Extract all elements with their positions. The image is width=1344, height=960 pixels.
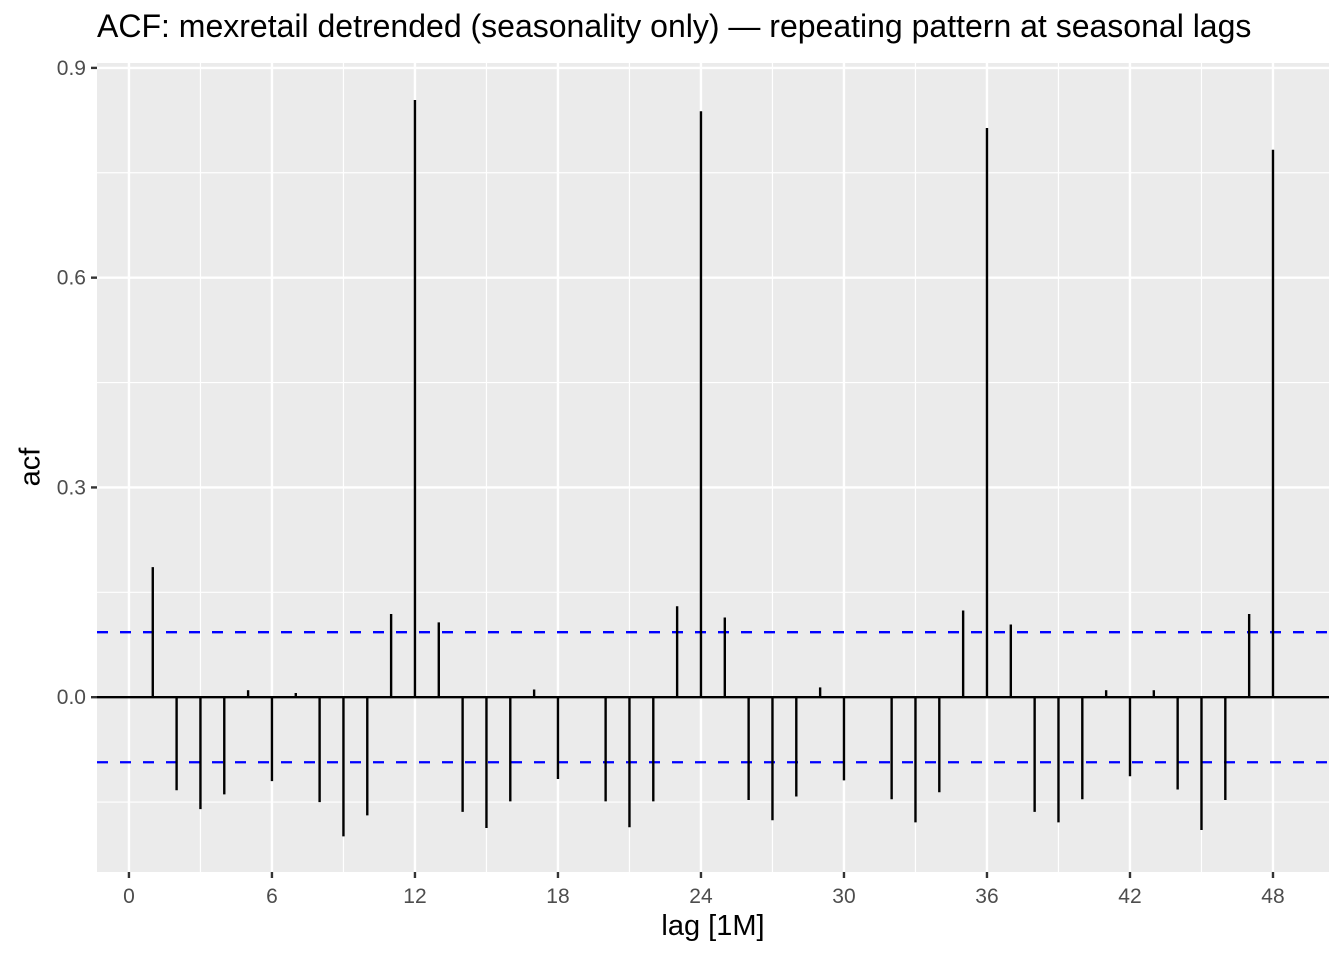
x-tick-label: 18 xyxy=(546,885,569,908)
x-tick-label: 42 xyxy=(1118,885,1141,908)
y-axis: 0.0 0.3 0.6 0.9 xyxy=(57,57,97,709)
x-tick-label: 0 xyxy=(123,885,135,908)
y-tick-label: 0.6 xyxy=(57,267,86,290)
x-axis: 0 6 12 18 24 30 36 42 48 xyxy=(123,872,1285,908)
y-tick-label: 0.0 xyxy=(57,686,86,709)
x-axis-label: lag [1M] xyxy=(661,910,765,942)
y-tick-label: 0.3 xyxy=(57,476,86,499)
x-tick-label: 24 xyxy=(689,885,713,908)
acf-bars xyxy=(151,100,1275,837)
chart-title: ACF: mexretail detrended (seasonality on… xyxy=(97,8,1252,44)
y-tick-label: 0.9 xyxy=(57,57,86,80)
x-tick-label: 30 xyxy=(832,885,855,908)
x-tick-label: 12 xyxy=(403,885,426,908)
x-tick-label: 48 xyxy=(1261,885,1284,908)
x-tick-label: 36 xyxy=(975,885,998,908)
x-tick-label: 6 xyxy=(266,885,278,908)
plot-panel xyxy=(97,63,1329,872)
